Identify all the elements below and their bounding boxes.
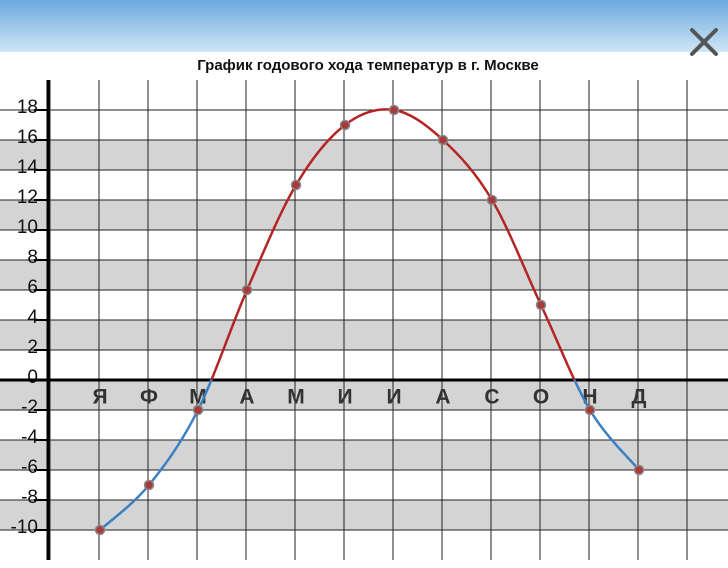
x-tick-label: Я [92,386,107,409]
grid-band [0,140,728,170]
y-tick-label: -6 [21,457,38,478]
data-point [535,299,547,311]
data-point [192,404,204,416]
data-point [94,524,106,536]
y-tick-label: -4 [21,427,38,448]
y-tick-label: 2 [27,337,38,358]
grid-band [0,380,728,410]
temperature-line [99,108,640,531]
grid-band [0,200,728,230]
data-point [339,119,351,131]
x-tick-label: С [484,386,499,409]
y-tick-label: 12 [17,187,38,208]
grid-band [0,440,728,470]
x-tick-label: М [287,386,305,409]
data-point [584,404,596,416]
data-point [290,179,302,191]
header-background [0,0,728,52]
x-tick-label: И [386,386,401,409]
y-tick-label: 18 [17,97,38,118]
x-tick-label: О [533,386,549,409]
y-tick-label: -2 [21,397,38,418]
y-tick-label: -8 [21,487,38,508]
x-tick-label: Ф [140,386,158,409]
grid-band [0,260,728,290]
close-button[interactable] [690,28,718,56]
x-tick-label: Д [632,386,647,409]
y-tick-label: 10 [17,217,38,238]
y-tick-label: -10 [11,517,38,538]
data-point [437,134,449,146]
y-tick-label: 14 [17,157,39,178]
grid-band [0,320,728,350]
y-tick-label: 6 [27,277,38,298]
x-tick-label: А [435,386,450,409]
data-point [143,479,155,491]
data-point [633,464,645,476]
data-point [388,104,400,116]
grid-band [0,500,728,530]
title-bar [0,52,728,78]
y-tick-label: 16 [17,127,38,148]
y-tick-label: 8 [27,247,38,268]
x-tick-label: И [337,386,352,409]
x-tick-label: А [239,386,254,409]
data-point [486,194,498,206]
data-point [241,284,253,296]
y-tick-label: 0 [27,367,38,388]
y-tick-label: 4 [27,307,38,328]
chart-title: График годового хода температур в г. Мос… [197,57,539,74]
